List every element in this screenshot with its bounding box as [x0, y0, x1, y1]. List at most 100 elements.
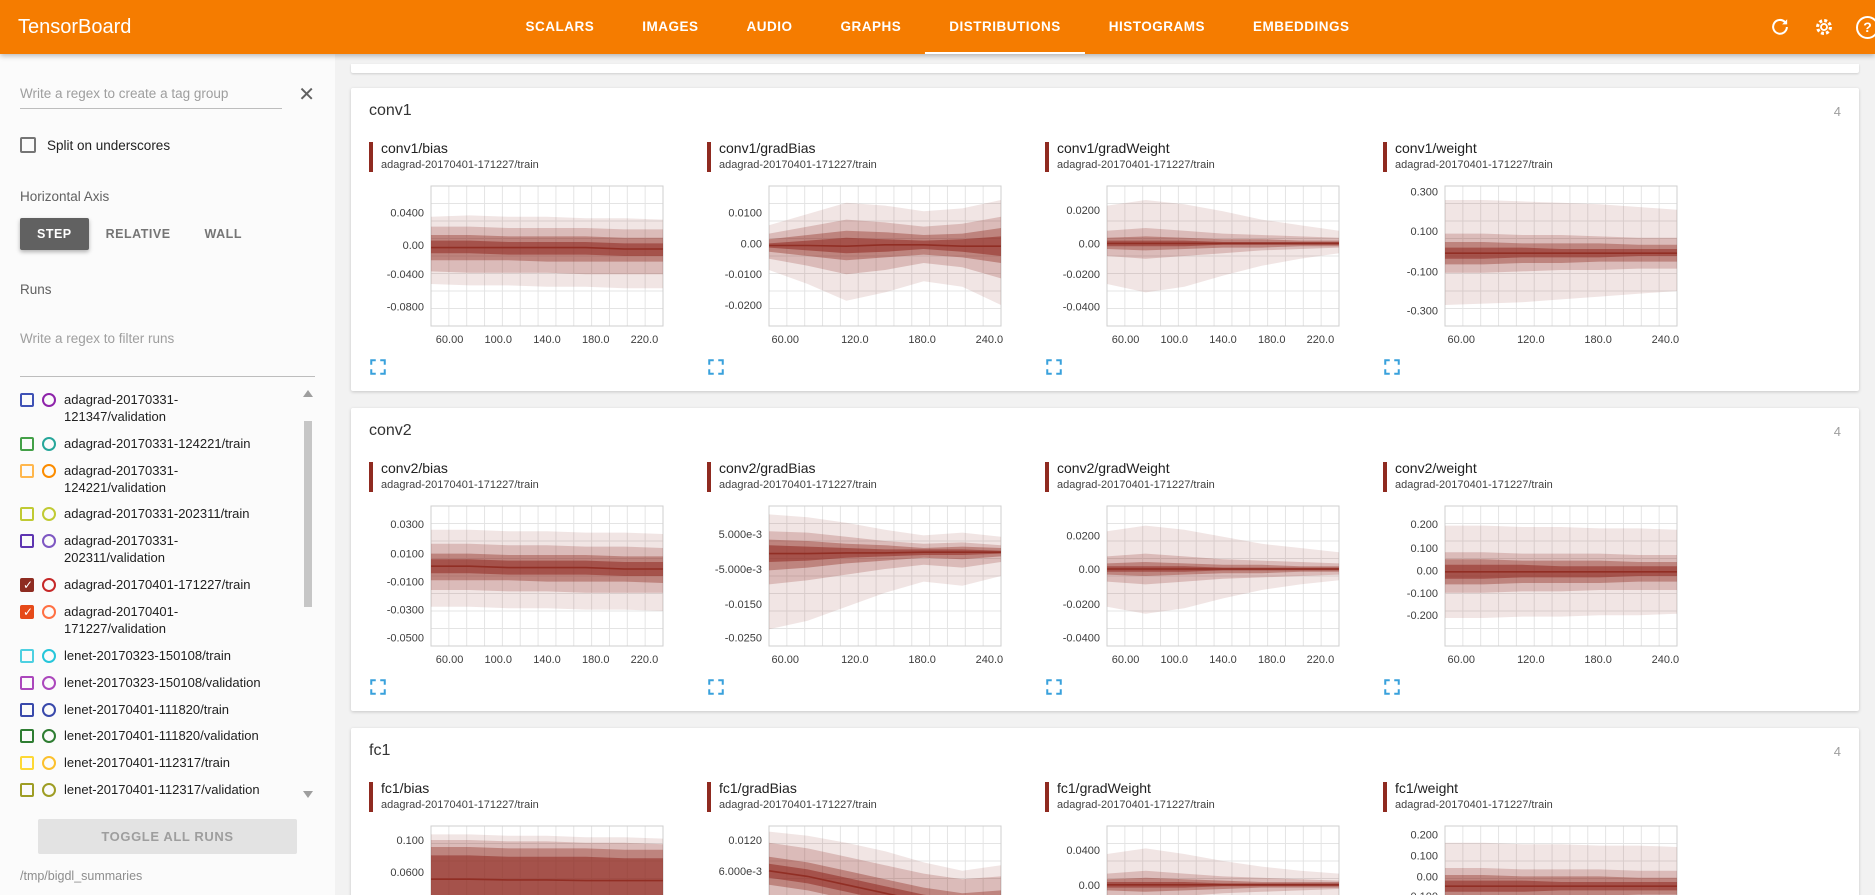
run-color-circle[interactable] — [42, 605, 56, 620]
run-checkbox[interactable] — [20, 463, 34, 478]
nav-tab[interactable]: AUDIO — [746, 18, 793, 34]
expand-icon[interactable] — [1045, 679, 1063, 700]
run-item[interactable]: adagrad-20170401-171227/validation — [20, 599, 297, 643]
nav-tab[interactable]: DISTRIBUTIONS — [925, 0, 1085, 54]
chart-run-name: adagrad-20170401-171227/train — [1395, 799, 1553, 811]
axis-step-button[interactable]: STEP — [20, 218, 89, 250]
section-title: conv2 — [369, 422, 412, 439]
section-title: fc1 — [369, 742, 391, 759]
tag-filter-input[interactable] — [20, 80, 283, 109]
svg-text:60.00: 60.00 — [436, 334, 464, 346]
svg-text:60.00: 60.00 — [771, 654, 799, 666]
run-item[interactable]: adagrad-20170331-124221/train — [20, 431, 297, 458]
run-item[interactable]: adagrad-20170331-202311/validation — [20, 528, 297, 572]
chart-run-name: adagrad-20170401-171227/train — [719, 479, 877, 491]
chart-header: conv1/bias adagrad-20170401-171227/train — [369, 140, 669, 172]
run-color-circle[interactable] — [42, 578, 56, 593]
run-checkbox[interactable] — [20, 675, 34, 690]
split-underscores-row[interactable]: Split on underscores — [20, 137, 315, 153]
run-checkbox[interactable] — [20, 783, 34, 798]
svg-text:-0.0200: -0.0200 — [1063, 269, 1100, 281]
scrollbar-thumb[interactable] — [304, 421, 312, 607]
run-color-circle[interactable] — [42, 756, 56, 771]
run-checkbox[interactable] — [20, 702, 34, 717]
axis-relative-button[interactable]: RELATIVE — [89, 218, 188, 250]
distribution-plot: 0.300 0.100 -0.100 -0.300 60.00 120.0 180.0 240… — [1407, 185, 1679, 346]
run-checkbox[interactable] — [20, 648, 34, 663]
run-item[interactable]: adagrad-20170401-171227/train — [20, 572, 297, 599]
run-color-circle[interactable] — [42, 507, 56, 522]
run-item[interactable]: lenet-20170401-111820/validation — [20, 723, 297, 750]
expand-icon[interactable] — [369, 359, 387, 380]
chart-header: fc1/gradWeight adagrad-20170401-171227/t… — [1045, 780, 1345, 812]
sections-container: conv1 4 conv1/bias adagrad-20170401-1712… — [351, 88, 1859, 895]
scroll-down-icon[interactable] — [303, 791, 313, 798]
run-color-circle[interactable] — [42, 648, 56, 663]
tag-section-card: conv2 4 conv2/bias adagrad-20170401-1712… — [351, 408, 1859, 711]
chart-run-name: adagrad-20170401-171227/train — [381, 799, 539, 811]
svg-text:-0.100: -0.100 — [1407, 588, 1438, 600]
split-underscores-label: Split on underscores — [47, 137, 171, 153]
run-item[interactable]: lenet-20170401-112317/train — [20, 750, 297, 777]
run-color-circle[interactable] — [42, 463, 56, 478]
refresh-icon[interactable] — [1768, 15, 1792, 39]
run-checkbox[interactable] — [20, 756, 34, 771]
run-item[interactable]: lenet-20170323-150108/train — [20, 643, 297, 670]
axis-wall-button[interactable]: WALL — [188, 218, 259, 250]
run-checkbox[interactable] — [20, 534, 34, 549]
run-color-circle[interactable] — [42, 534, 56, 549]
run-item[interactable]: lenet-20170401-111820/train — [20, 697, 297, 724]
scroll-up-icon[interactable] — [303, 390, 313, 397]
run-color-circle[interactable] — [42, 393, 56, 407]
run-color-circle[interactable] — [42, 783, 56, 798]
run-color-circle[interactable] — [42, 702, 56, 717]
expand-icon[interactable] — [1383, 679, 1401, 700]
section-header[interactable]: conv2 4 — [351, 408, 1859, 454]
run-item[interactable]: adagrad-20170331-124221/validation — [20, 458, 297, 502]
svg-text:-0.0400: -0.0400 — [1063, 301, 1100, 313]
expand-icon[interactable] — [707, 359, 725, 380]
run-label: lenet-20170401-112317/validation — [64, 782, 260, 798]
expand-icon[interactable] — [707, 679, 725, 700]
svg-text:-0.0400: -0.0400 — [1063, 633, 1100, 645]
run-label: adagrad-20170331-202311/train — [64, 506, 250, 522]
run-color-circle[interactable] — [42, 729, 56, 744]
run-checkbox[interactable] — [20, 729, 34, 744]
run-checkbox[interactable] — [20, 436, 34, 451]
chart-run-name: adagrad-20170401-171227/train — [719, 799, 877, 811]
section-header[interactable]: fc1 4 — [351, 728, 1859, 774]
run-item[interactable]: lenet-20170323-150108/validation — [20, 670, 297, 697]
nav-tab[interactable]: SCALARS — [525, 18, 595, 34]
runs-filter-input[interactable] — [20, 301, 315, 377]
section-header[interactable]: conv1 4 — [351, 88, 1859, 134]
chart-card: conv1/weight adagrad-20170401-171227/tra… — [1383, 140, 1683, 381]
expand-icon[interactable] — [1383, 359, 1401, 380]
run-item[interactable]: adagrad-20170331-121347/validation — [20, 387, 297, 431]
nav-tab[interactable]: HISTOGRAMS — [1108, 18, 1206, 34]
split-underscores-checkbox[interactable] — [20, 137, 36, 153]
toggle-all-runs-button[interactable]: TOGGLE ALL RUNS — [37, 819, 298, 854]
settings-gear-icon[interactable] — [1812, 15, 1836, 39]
svg-text:240.0: 240.0 — [1652, 654, 1680, 666]
nav-tab[interactable]: GRAPHS — [840, 18, 902, 34]
horizontal-axis-label: Horizontal Axis — [20, 189, 110, 204]
svg-text:0.100: 0.100 — [1410, 543, 1438, 555]
run-checkbox[interactable] — [20, 578, 34, 593]
run-checkbox[interactable] — [20, 605, 34, 620]
run-item[interactable]: lenet-20170401-112317/validation — [20, 777, 297, 801]
run-item[interactable]: adagrad-20170331-202311/train — [20, 501, 297, 528]
run-color-bar — [707, 142, 711, 172]
tag-section-card: conv1 4 conv1/bias adagrad-20170401-1712… — [351, 88, 1859, 391]
nav-tab[interactable]: IMAGES — [642, 18, 699, 34]
clear-tag-filter-icon[interactable] — [298, 85, 315, 105]
svg-text:180.0: 180.0 — [1584, 334, 1612, 346]
expand-icon[interactable] — [369, 679, 387, 700]
run-checkbox[interactable] — [20, 507, 34, 522]
help-icon[interactable] — [1856, 15, 1875, 39]
run-color-circle[interactable] — [42, 675, 56, 690]
nav-tab[interactable]: EMBEDDINGS — [1253, 18, 1350, 34]
run-checkbox[interactable] — [20, 393, 34, 407]
chart-run-name: adagrad-20170401-171227/train — [1057, 799, 1215, 811]
expand-icon[interactable] — [1045, 359, 1063, 380]
run-color-circle[interactable] — [42, 436, 56, 451]
